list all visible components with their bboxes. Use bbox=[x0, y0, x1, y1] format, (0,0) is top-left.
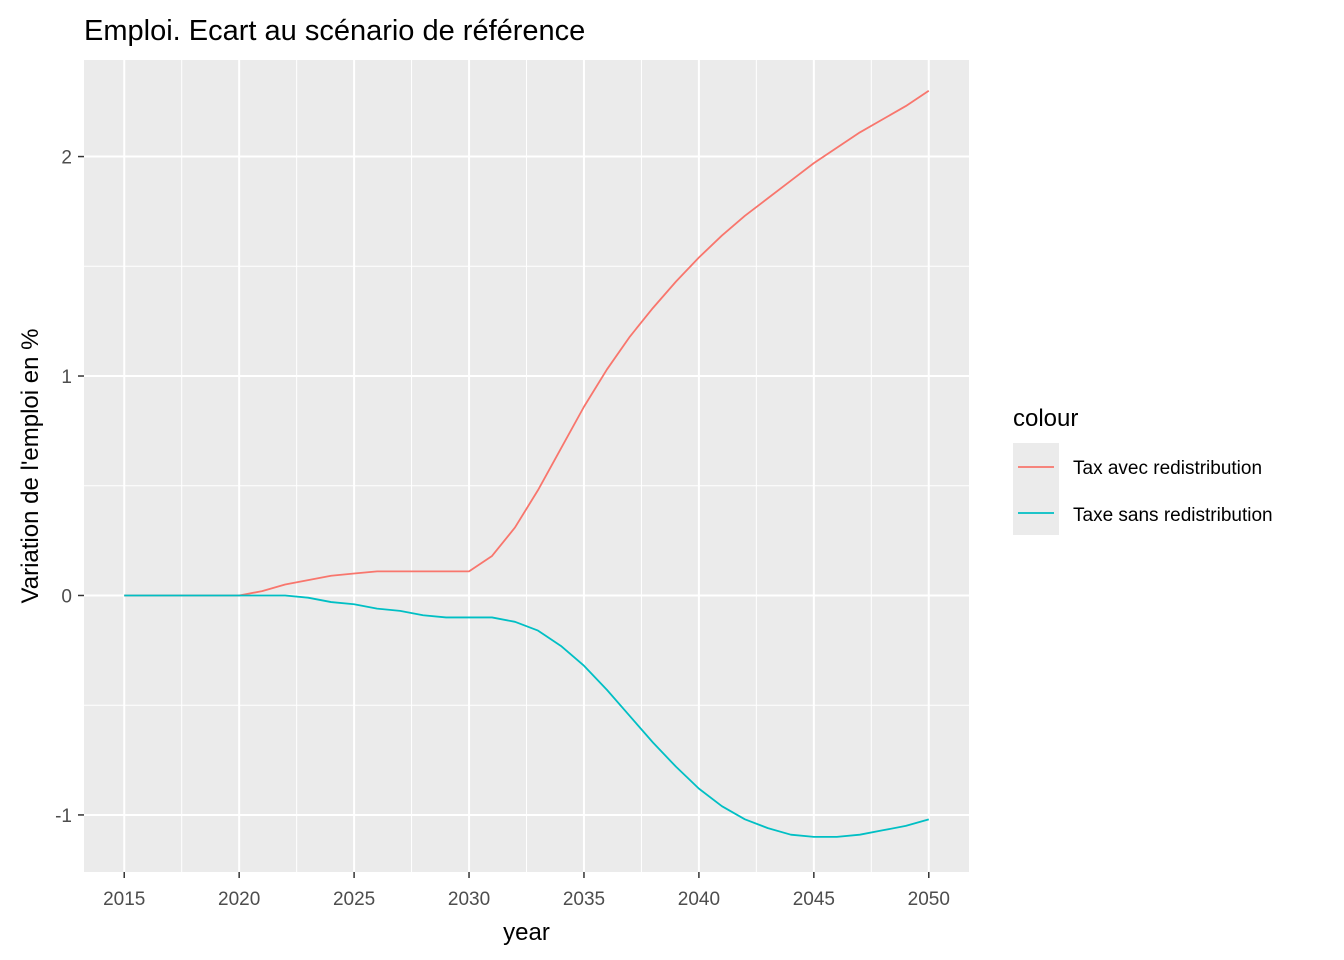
x-tick-label: 2015 bbox=[103, 889, 145, 910]
legend-key-background bbox=[1013, 443, 1059, 535]
y-tick-label: -1 bbox=[55, 806, 72, 827]
x-tick-label: 2020 bbox=[218, 889, 260, 910]
legend-label-taxe-sans-redistribution: Taxe sans redistribution bbox=[1073, 505, 1273, 526]
chart-title: Emploi. Ecart au scénario de référence bbox=[84, 15, 585, 47]
series-line-taxe-sans-redistribution bbox=[124, 594, 930, 838]
y-tick-label: 2 bbox=[61, 148, 72, 169]
x-tick-label: 2040 bbox=[678, 889, 720, 910]
y-tick-label: 0 bbox=[61, 586, 72, 607]
x-tick-label: 2045 bbox=[793, 889, 835, 910]
y-axis-title: Variation de l'emploi en % bbox=[17, 329, 44, 604]
x-tick-label: 2030 bbox=[448, 889, 490, 910]
x-axis: 2015 2020 2025 2030 2035 2040 2045 2050 bbox=[103, 872, 950, 910]
legend-title: colour bbox=[1013, 405, 1078, 432]
y-tick-label: 1 bbox=[61, 367, 72, 388]
x-tick-label: 2025 bbox=[333, 889, 375, 910]
legend: colour Tax avec redistribution Taxe sans… bbox=[1013, 405, 1273, 535]
series-line-tax-avec-redistribution bbox=[124, 89, 930, 597]
series-lines bbox=[124, 89, 930, 838]
legend-label-tax-avec-redistribution: Tax avec redistribution bbox=[1073, 458, 1262, 479]
x-tick-label: 2035 bbox=[563, 889, 605, 910]
major-gridlines bbox=[84, 60, 969, 872]
minor-gridlines bbox=[84, 60, 969, 872]
y-axis: -1 0 1 2 bbox=[55, 148, 84, 827]
x-axis-title: year bbox=[503, 919, 550, 946]
x-tick-label: 2050 bbox=[908, 889, 950, 910]
